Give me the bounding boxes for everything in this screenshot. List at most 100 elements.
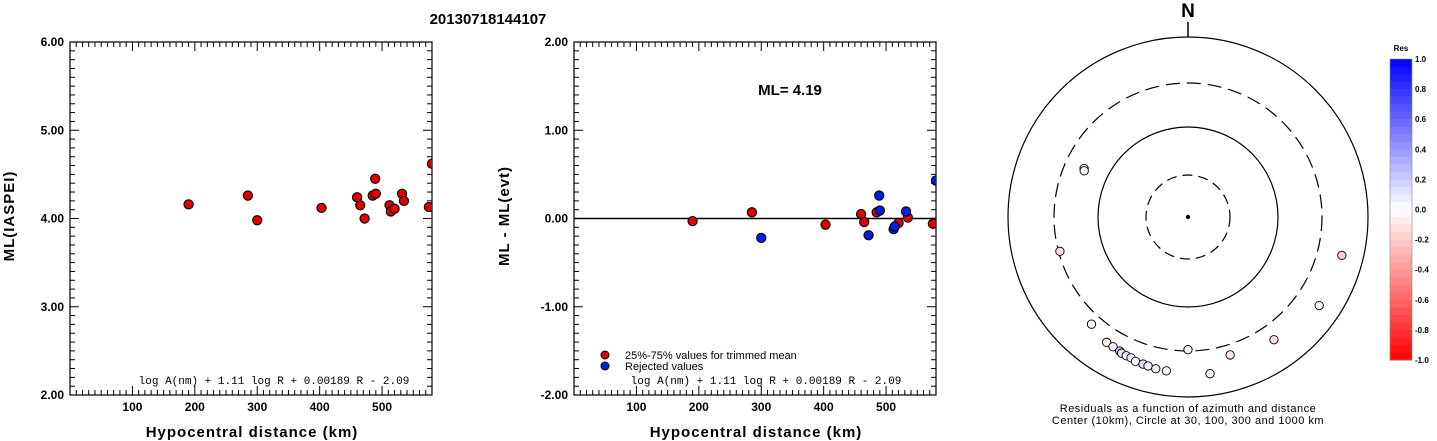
data-point-rejected: [756, 232, 767, 244]
colorbar-segment: [1390, 89, 1412, 98]
y-tick-label: -1.00: [541, 300, 569, 314]
colorbar-tick-label: -0.8: [1415, 326, 1429, 335]
colorbar-tick-label: 0.6: [1415, 115, 1427, 124]
colorbar-segment: [1390, 344, 1412, 353]
colorbar-segment: [1390, 59, 1412, 68]
panel1-x-label: Hypocentral distance (km): [146, 424, 359, 441]
legend-rejected-marker: [600, 361, 610, 371]
station-residual-point: [1151, 364, 1161, 374]
data-point-ml: [359, 213, 370, 224]
data-point-ml: [370, 188, 381, 199]
panel1-y-label: ML(IASPEI): [1, 171, 18, 262]
colorbar-segment: [1390, 269, 1412, 278]
colorbar-segment: [1390, 292, 1412, 301]
legend-rejected-label: Rejected values: [625, 361, 704, 373]
data-point-ml: [820, 219, 831, 230]
colorbar-tick-label: 0.0: [1415, 206, 1427, 215]
colorbar-title: Res: [1394, 44, 1409, 53]
data-point-ml: [316, 202, 327, 214]
data-point-ml: [183, 199, 194, 210]
azimuth-distance-polar-plot: N Residuals as a function of azimuth and…: [1007, 1, 1369, 427]
data-point-ml: [434, 181, 443, 190]
panel2-formula: log A(nm) + 1.11 log R + 0.00189 R - 2.0…: [631, 376, 902, 388]
ml-event-value: ML= 4.19: [758, 82, 822, 99]
station-residual-point: [1314, 300, 1324, 311]
colorbar-segment: [1390, 141, 1412, 150]
colorbar-segment: [1390, 156, 1412, 165]
colorbar-segment: [1390, 194, 1412, 203]
colorbar-segment: [1390, 217, 1412, 226]
y-tick-label: 2.00: [41, 388, 65, 402]
colorbar-tick-label: -0.6: [1415, 296, 1429, 305]
y-tick-label: 2.00: [545, 35, 569, 49]
colorbar-segment: [1390, 224, 1412, 233]
data-point-ml: [389, 203, 400, 214]
figure-title: 20130718144107: [430, 11, 547, 28]
center-point: [1185, 214, 1191, 220]
colorbar-tick-label: 0.8: [1415, 85, 1427, 94]
colorbar-segment: [1390, 284, 1412, 293]
x-tick-label: 300: [751, 400, 771, 414]
x-tick-label: 300: [247, 400, 267, 414]
colorbar-segment: [1390, 352, 1412, 361]
colorbar-tick-label: -0.2: [1415, 236, 1429, 245]
plot-frame: [69, 41, 433, 396]
colorbar-segment: [1390, 149, 1412, 158]
station-residual-point: [1143, 361, 1153, 371]
colorbar-segment: [1390, 126, 1412, 135]
colorbar-tick-label: 1.0: [1415, 55, 1427, 64]
x-tick-label: 500: [876, 400, 896, 414]
station-residual-point: [1161, 366, 1172, 376]
colorbar-segment: [1390, 171, 1412, 180]
station-residual-point: [1269, 335, 1279, 345]
colorbar-segment: [1390, 232, 1412, 241]
colorbar-tick-label: -0.4: [1415, 266, 1429, 275]
legend-trimmed-marker: [600, 350, 610, 360]
y-tick-label: -2.00: [541, 388, 569, 402]
ring-1000km: [1007, 36, 1369, 398]
colorbar-segment: [1390, 254, 1412, 263]
station-residual-point: [1055, 246, 1065, 256]
colorbar-segment: [1390, 119, 1412, 128]
x-tick-label: 200: [185, 400, 205, 414]
data-point-rejected: [930, 175, 936, 186]
data-point-ml: [746, 207, 758, 218]
x-tick-label: 400: [310, 400, 330, 414]
data-points: [183, 158, 443, 226]
data-point-rejected: [900, 206, 912, 217]
polar-caption-1: Residuals as a function of azimuth and d…: [1060, 403, 1316, 415]
panel2-y-label: ML - ML(evt): [496, 166, 513, 266]
colorbar-tick-label: -1.0: [1415, 356, 1429, 365]
colorbar-segment: [1390, 329, 1412, 338]
colorbar-frame: [1389, 58, 1413, 361]
colorbar-segment: [1390, 186, 1412, 195]
colorbar-segment: [1390, 81, 1412, 90]
y-tick-label: 6.00: [41, 35, 65, 49]
station-residual-point: [1079, 166, 1089, 176]
colorbar-segment: [1390, 209, 1412, 218]
data-point-ml: [426, 158, 432, 169]
colorbar-segment: [1390, 322, 1412, 331]
polar-caption-2: Center (10km), Circle at 30, 100, 300 an…: [1052, 415, 1324, 427]
north-label: N: [1181, 1, 1195, 22]
data-point-ml: [242, 190, 254, 201]
colorbar-segment: [1390, 239, 1412, 248]
ml-distance-panel: ML(IASPEI) Hypocentral distance (km) log…: [1, 35, 443, 441]
panel1-formula: log A(nm) + 1.11 log R + 0.00189 R - 2.0…: [139, 376, 410, 388]
y-tick-label: 5.00: [41, 123, 65, 137]
data-point-rejected: [863, 230, 874, 241]
station-residual-point: [1205, 369, 1215, 379]
station-residual-point: [1225, 350, 1235, 360]
x-tick-label: 100: [122, 400, 142, 414]
colorbar-segment: [1390, 111, 1412, 120]
colorbar-segment: [1390, 314, 1412, 323]
colorbar-segment: [1390, 307, 1412, 316]
data-point-ml: [370, 173, 381, 184]
x-tick-label: 100: [626, 400, 646, 414]
data-point-ml: [423, 201, 432, 213]
station-residual-point: [1101, 337, 1112, 347]
colorbar-tick-label: 0.4: [1415, 145, 1427, 154]
x-tick-label: 500: [372, 400, 392, 414]
data-point-rejected: [874, 190, 885, 201]
